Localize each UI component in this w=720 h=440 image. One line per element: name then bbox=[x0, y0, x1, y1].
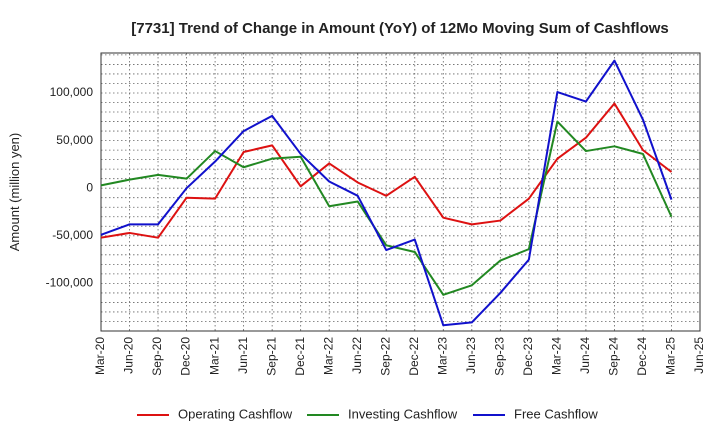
legend-label: Free Cashflow bbox=[514, 406, 598, 421]
x-tick-label: Jun-20 bbox=[122, 337, 136, 374]
x-tick-labels: Mar-20 Jun-20 Sep-20 Dec-20 Mar-21 Jun-21 Sep-… bbox=[93, 337, 706, 376]
legend-item: Investing Cashflow bbox=[307, 406, 458, 421]
y-tick-labels: -100,000 -50,000 0 50,000 100,000 bbox=[46, 85, 94, 289]
x-tick-label: Mar-25 bbox=[664, 337, 678, 375]
x-tick-label: Dec-20 bbox=[179, 337, 193, 376]
x-tick-label: Jun-22 bbox=[350, 337, 364, 374]
gridlines bbox=[100, 53, 701, 331]
x-tick-label: Dec-23 bbox=[521, 337, 535, 376]
series-line-free-cashflow bbox=[100, 59, 673, 327]
y-tick-label: 50,000 bbox=[56, 133, 93, 147]
chart-title: [7731] Trend of Change in Amount (YoY) o… bbox=[131, 20, 669, 37]
x-tick-label: Mar-20 bbox=[93, 337, 107, 375]
legend: Operating Cashflow Investing Cashflow Free… bbox=[137, 406, 598, 421]
x-tick-label: Mar-21 bbox=[207, 337, 221, 375]
legend-label: Investing Cashflow bbox=[348, 406, 458, 421]
x-tick-label: Sep-24 bbox=[607, 337, 621, 376]
x-tick-label: Jun-24 bbox=[578, 337, 592, 374]
y-tick-label: -50,000 bbox=[52, 228, 93, 242]
legend-label: Operating Cashflow bbox=[178, 406, 293, 421]
x-tick-label: Dec-22 bbox=[407, 337, 421, 376]
x-tick-label: Dec-21 bbox=[293, 337, 307, 376]
y-tick-label: 100,000 bbox=[50, 85, 94, 99]
x-tick-label: Jun-25 bbox=[692, 337, 706, 374]
legend-item: Operating Cashflow bbox=[137, 406, 293, 421]
series-line-operating-cashflow bbox=[100, 102, 673, 239]
x-tick-label: Mar-24 bbox=[550, 337, 564, 375]
y-tick-label: 0 bbox=[86, 180, 93, 194]
x-tick-label: Sep-23 bbox=[493, 337, 507, 376]
x-tick-label: Sep-22 bbox=[378, 337, 392, 376]
plot-frame bbox=[100, 52, 701, 332]
x-tick-label: Jun-23 bbox=[464, 337, 478, 374]
x-tick-label: Sep-20 bbox=[150, 337, 164, 376]
y-tick-label: -100,000 bbox=[46, 276, 94, 290]
series-lines bbox=[100, 59, 673, 327]
legend-item: Free Cashflow bbox=[473, 406, 598, 421]
x-tick-label: Jun-21 bbox=[236, 337, 250, 374]
x-tick-label: Mar-22 bbox=[321, 337, 335, 375]
y-axis-label: Amount (million yen) bbox=[7, 133, 22, 252]
series-line-investing-cashflow bbox=[100, 120, 673, 296]
x-tick-label: Sep-21 bbox=[264, 337, 278, 376]
x-tick-label: Dec-24 bbox=[635, 337, 649, 376]
x-tick-label: Mar-23 bbox=[435, 337, 449, 375]
